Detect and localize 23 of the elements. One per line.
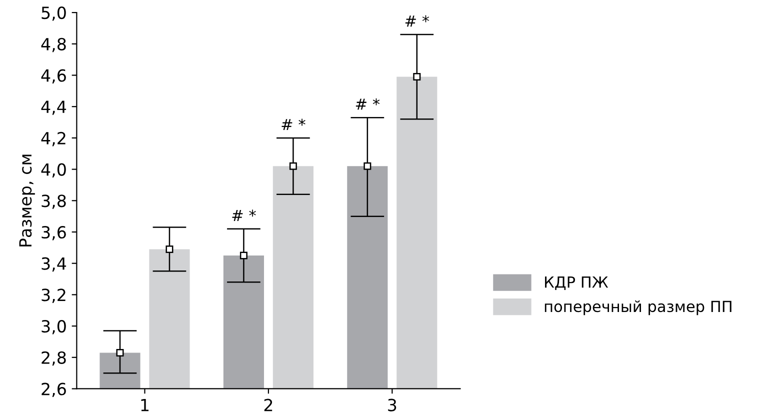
- y-tick-label: 4,6: [41, 69, 66, 84]
- x-tick-label: 3: [388, 398, 396, 412]
- annotation: # *: [282, 118, 306, 130]
- legend-label: поперечный размер ПП: [544, 300, 732, 316]
- x-tick-label: 2: [264, 398, 272, 412]
- y-tick-label: 2,6: [42, 382, 66, 398]
- y-tick-label: 3,6: [42, 226, 66, 240]
- y-tick-label: 3,0: [42, 320, 66, 334]
- y-tick-label: 4,0: [41, 163, 66, 178]
- y-tick-label: 4,2: [41, 132, 66, 146]
- y-tick-label: 2,8: [42, 351, 66, 366]
- annotation: # *: [405, 15, 430, 27]
- x-tick-label: 1: [141, 398, 149, 412]
- y-axis-title: Размер, см: [19, 154, 35, 246]
- annotation: # *: [232, 210, 256, 221]
- annotation: # *: [356, 98, 380, 110]
- y-tick-label: 3,8: [42, 194, 66, 209]
- y-tick-label: 3,2: [42, 288, 66, 303]
- y-tick-label: 4,4: [41, 100, 66, 115]
- y-tick-label: 5,0: [42, 6, 66, 21]
- y-tick-label: 4,8: [41, 38, 66, 52]
- y-tick-label: 3,4: [42, 257, 66, 272]
- legend-label: КДР ПЖ: [545, 276, 608, 290]
